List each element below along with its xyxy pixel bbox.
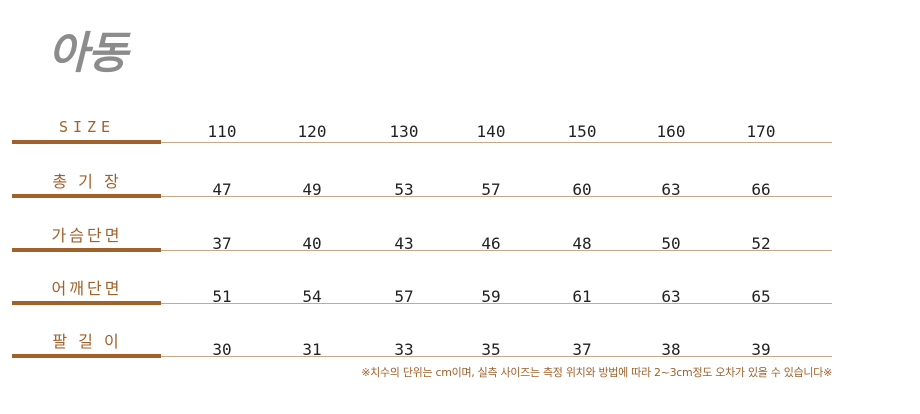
table-cell: 37 [572,340,592,359]
table-cell: 52 [751,234,771,253]
table-cell: 110 [207,122,237,141]
table-cell: 140 [476,122,506,141]
label-underline [12,301,161,305]
table-cell: 40 [302,234,322,253]
table-cell: 49 [302,180,322,199]
table-cell: 57 [394,287,414,306]
table-cell: 66 [751,180,771,199]
table-cell: 160 [656,122,686,141]
table-cell: 47 [212,180,232,199]
label-underline [12,248,161,252]
label-underline [12,140,161,144]
table-row: SIZE 110 120 130 140 150 160 170 [0,117,920,147]
table-cell: 61 [572,287,592,306]
label-underline [12,354,161,358]
table-cell: 53 [394,180,414,199]
table-row: 총 기 장 47 49 53 57 60 63 66 [0,172,920,202]
table-cell: 150 [567,122,597,141]
table-cell: 43 [394,234,414,253]
table-cell: 46 [481,234,501,253]
row-divider [161,303,832,304]
row-label: 총 기 장 [52,172,122,191]
table-cell: 57 [481,180,501,199]
table-cell: 38 [661,340,681,359]
row-divider [161,196,832,197]
table-cell: 35 [481,340,501,359]
table-cell: 48 [572,234,592,253]
table-cell: 63 [661,180,681,199]
measurement-note: ※치수의 단위는 cm이며, 실측 사이즈는 측정 위치와 방법에 따라 2~3… [361,366,832,379]
row-label: SIZE [58,118,116,136]
table-row: 팔 길 이 30 31 33 35 37 38 39 [0,332,920,362]
table-cell: 50 [661,234,681,253]
table-row: 어깨단면 51 54 57 59 61 63 65 [0,279,920,309]
table-cell: 130 [389,122,419,141]
table-cell: 120 [297,122,327,141]
row-divider [161,250,832,251]
row-label: 가슴단면 [51,226,123,245]
table-cell: 59 [481,287,501,306]
table-cell: 30 [212,340,232,359]
page-title: 아동 [48,28,128,79]
table-cell: 39 [751,340,771,359]
table-cell: 31 [302,340,322,359]
table-cell: 37 [212,234,232,253]
table-cell: 54 [302,287,322,306]
row-label: 어깨단면 [51,279,123,298]
table-cell: 63 [661,287,681,306]
table-row: 가슴단면 37 40 43 46 48 50 52 [0,226,920,256]
table-cell: 60 [572,180,592,199]
table-cell: 51 [212,287,232,306]
table-cell: 170 [746,122,776,141]
label-underline [12,194,161,198]
table-cell: 33 [394,340,414,359]
table-cell: 65 [751,287,771,306]
row-divider [161,356,832,357]
row-divider [161,142,832,143]
row-label: 팔 길 이 [52,332,122,351]
